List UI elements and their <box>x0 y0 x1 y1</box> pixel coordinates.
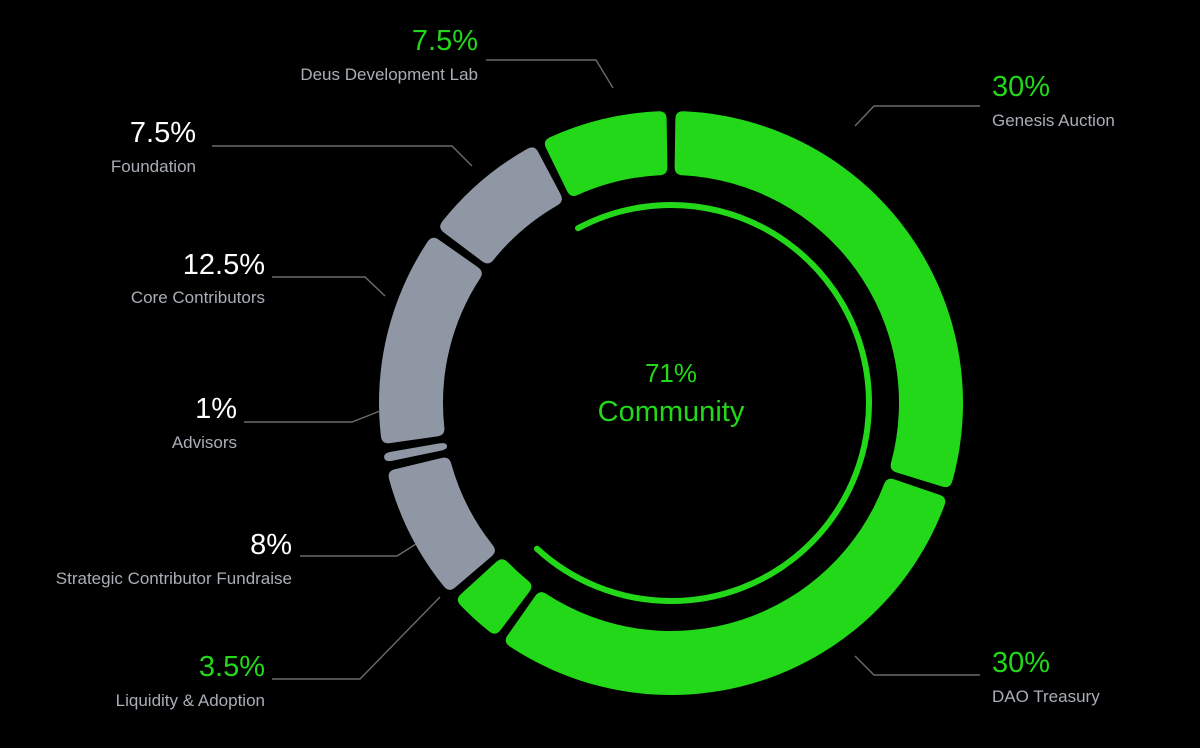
name-label-advisors: Advisors <box>172 433 237 452</box>
leader-lines-group <box>212 59 980 680</box>
name-label-strategic-contributor-fundraise: Strategic Contributor Fundraise <box>56 569 292 588</box>
community-arc-group <box>533 202 872 604</box>
leader-line-genesis-auction <box>854 105 980 127</box>
percent-label-genesis-auction: 30% <box>992 71 1050 103</box>
percent-label-core-contributors: 12.5% <box>183 249 265 281</box>
slice-dao-treasury <box>505 478 946 696</box>
slice-core-contributors <box>379 237 482 444</box>
percent-label-deus-development-lab: 7.5% <box>412 25 478 57</box>
percent-label-dao-treasury: 30% <box>992 647 1050 679</box>
leader-line-advisors <box>244 410 381 423</box>
slice-labels-group: 30% Genesis Auction 30% DAO Treasury 3.5% Liq… <box>56 25 1115 710</box>
slice-foundation <box>440 147 562 264</box>
slice-liquidity-adoption <box>457 559 532 634</box>
name-label-dao-treasury: DAO Treasury <box>992 687 1100 706</box>
community-arc <box>533 202 872 604</box>
name-label-core-contributors: Core Contributors <box>131 288 265 307</box>
leader-line-liquidity-adoption <box>272 596 441 680</box>
leader-line-core-contributors <box>272 276 386 297</box>
slice-deus-development-lab <box>544 111 668 196</box>
leader-line-deus-development-lab <box>486 59 614 89</box>
name-label-deus-development-lab: Deus Development Lab <box>300 65 478 84</box>
percent-label-strategic-contributor-fundraise: 8% <box>250 529 292 561</box>
name-label-foundation: Foundation <box>111 157 196 176</box>
slice-genesis-auction <box>674 111 963 488</box>
percent-label-liquidity-adoption: 3.5% <box>199 651 265 683</box>
name-label-liquidity-adoption: Liquidity & Adoption <box>116 691 265 710</box>
percent-label-advisors: 1% <box>195 393 237 425</box>
name-label-genesis-auction: Genesis Auction <box>992 111 1115 130</box>
leader-line-foundation <box>212 145 473 167</box>
center-community-label: Community <box>598 396 745 428</box>
leader-line-dao-treasury <box>854 655 980 676</box>
leader-line-strategic-contributor-fundraise <box>300 543 417 557</box>
slice-advisors <box>384 443 448 462</box>
center-percent-label: 71% <box>645 358 697 388</box>
slices-group <box>379 111 963 696</box>
slice-strategic-contributor-fundraise <box>388 457 495 590</box>
percent-label-foundation: 7.5% <box>130 117 196 149</box>
